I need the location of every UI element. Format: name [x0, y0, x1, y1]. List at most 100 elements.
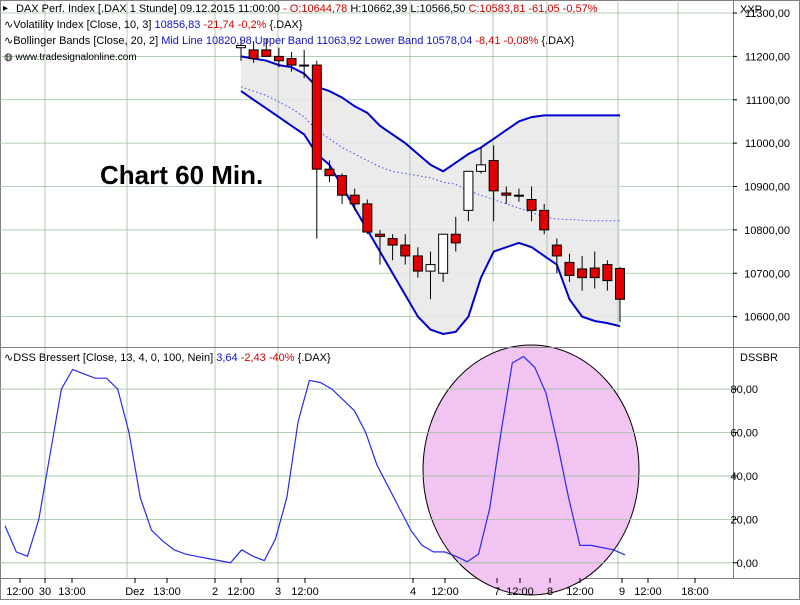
candle-body[interactable]	[400, 244, 411, 257]
candle-body[interactable]	[589, 267, 600, 279]
volatility-header: ∿Volatility Index [Close, 10, 3] 10856,8…	[4, 19, 303, 32]
time-tick-label: 2	[212, 586, 218, 598]
candle-body[interactable]	[463, 170, 474, 211]
time-tick-label: 18:00	[681, 586, 709, 598]
candle-body[interactable]	[526, 199, 537, 211]
close-change: -61,05	[528, 3, 560, 15]
bollinger-name: Bollinger Bands [Close, 20, 2]	[13, 35, 159, 47]
globe-icon: ◍	[4, 52, 13, 63]
price-tick-label: 11200,00	[745, 51, 790, 63]
low-value: L:10566,50	[410, 3, 466, 15]
price-tick-label: 10900,00	[744, 182, 790, 194]
candle-body[interactable]	[564, 261, 575, 276]
upper-axis-title: XXP	[740, 4, 763, 16]
time-tick-label: 3	[275, 586, 281, 598]
candle-body[interactable]	[602, 264, 613, 282]
time-tick-label: 12:00	[566, 586, 594, 598]
candle-body[interactable]	[501, 192, 512, 196]
dss-line	[4, 355, 626, 564]
price-tick-label: 11000,00	[745, 138, 790, 150]
open-value: O:10644,78	[289, 3, 348, 15]
price-tick-label: 11300,00	[745, 8, 790, 20]
time-tick-label: 7	[494, 586, 500, 598]
dss-tick-label: 40,00	[730, 471, 758, 483]
price-tick-label: 10800,00	[744, 225, 790, 237]
instrument-period: 1 Stunde]	[129, 3, 177, 15]
price-header: DAX Perf. Index [.DAX 1 Stunde] 09.12.20…	[16, 3, 598, 16]
highlight-ellipse	[422, 344, 640, 596]
candle-body[interactable]	[374, 233, 385, 237]
dss-name: DSS Bressert [Close, 13, 4, 0, 100, Nein…	[13, 352, 214, 364]
time-tick-label: 8	[547, 586, 553, 598]
dss-tick-label: 20,00	[730, 514, 758, 526]
time-tick-label: 9	[619, 586, 625, 598]
watermark: ◍ www.tradesignalonline.com	[4, 51, 137, 64]
candle-body[interactable]	[438, 233, 449, 274]
price-tick-label: 11100,00	[746, 95, 790, 107]
candle-body[interactable]	[425, 264, 436, 272]
bollinger-lower: Lower Band 10578,04	[364, 35, 473, 47]
dss-tick-label: 0,00	[737, 558, 758, 570]
candle-body[interactable]	[488, 159, 499, 192]
lower-axis-title: DSSBR	[740, 352, 778, 364]
candle-body[interactable]	[539, 209, 550, 231]
close-change-pct: -0,57%	[562, 3, 598, 15]
dss-tick-label: 80,00	[730, 384, 758, 396]
close-value: C:10583,81	[468, 3, 526, 15]
price-tick-label: 10700,00	[744, 268, 790, 280]
dss-header: ∿DSS Bressert [Close, 13, 4, 0, 100, Nei…	[4, 352, 331, 365]
candle-body[interactable]	[261, 49, 272, 57]
time-tick-label: 30	[39, 586, 51, 598]
candle-body[interactable]	[286, 58, 297, 66]
time-tick-label: 12:00	[291, 586, 319, 598]
bar-datetime: 09.12.2015 11:00:00	[179, 3, 280, 15]
time-tick-label: 4	[410, 586, 416, 598]
dss-source: {.DAX}	[297, 352, 331, 364]
time-tick-label: Dez	[125, 586, 145, 598]
candle-body[interactable]	[513, 194, 524, 197]
candle-body[interactable]	[387, 238, 398, 246]
candle-body[interactable]	[362, 203, 373, 233]
candle-body[interactable]	[311, 64, 322, 170]
bollinger-source: {.DAX}	[541, 35, 575, 47]
bollinger-change: -8,41	[475, 35, 501, 47]
volatility-change: -21,74	[203, 19, 235, 31]
time-tick-label: 12:00	[431, 586, 459, 598]
candle-body[interactable]	[273, 55, 284, 62]
candle-body[interactable]	[337, 175, 348, 196]
dss-change-pct: -40%	[268, 352, 295, 364]
time-tick-label: 12:00	[6, 586, 34, 598]
bollinger-mid: Mid Line 10820,98	[161, 35, 252, 47]
candle-body[interactable]	[615, 267, 625, 300]
volatility-value: 10856,83	[154, 19, 201, 31]
volatility-name: Volatility Index [Close, 10, 3]	[13, 19, 152, 31]
candle-body[interactable]	[450, 233, 461, 244]
dss-change: -2,43	[240, 352, 266, 364]
time-tick-label: 12:00	[506, 586, 534, 598]
candle-body[interactable]	[236, 45, 246, 49]
instrument-name: DAX Perf. Index [.DAX	[16, 3, 127, 15]
high-value: H:10662,39	[350, 3, 408, 15]
candle-body[interactable]	[324, 168, 335, 177]
candle-body[interactable]	[299, 64, 310, 67]
candle-body[interactable]	[412, 255, 423, 272]
ohlc-prefix: -	[283, 3, 287, 15]
bollinger-change-pct: -0,08%	[503, 35, 539, 47]
time-tick-label: 12:00	[227, 586, 255, 598]
chart-annotation: Chart 60 Min.	[100, 160, 264, 190]
candle-body[interactable]	[577, 268, 588, 279]
collapse-toggle-icon[interactable]: ▸	[3, 3, 9, 14]
candle-body[interactable]	[248, 49, 259, 60]
candle-body[interactable]	[476, 164, 487, 172]
time-tick-label: 12:00	[634, 586, 662, 598]
watermark-text: www.tradesignalonline.com	[15, 52, 137, 63]
volatility-change-pct: -0,2%	[237, 19, 267, 31]
candle-body[interactable]	[551, 244, 562, 257]
price-tick-label: 10600,00	[744, 312, 790, 324]
indicator-wave-icon: ∿	[4, 352, 14, 364]
volatility-source: {.DAX}	[269, 19, 303, 31]
dss-value: 3,64	[216, 352, 238, 364]
candle-body[interactable]	[349, 194, 360, 205]
